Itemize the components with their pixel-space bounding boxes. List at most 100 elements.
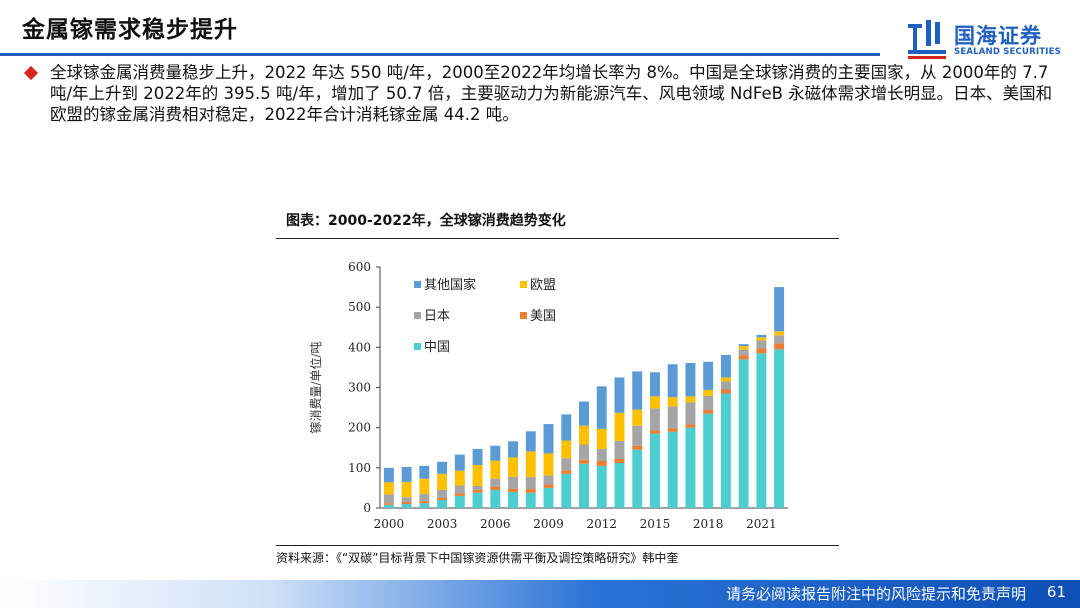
bar-other-2002: [419, 465, 430, 479]
title-divider: [0, 53, 880, 56]
bar-china-2018: [703, 413, 714, 508]
bar-japan-2010: [561, 458, 572, 471]
bar-china-2003: [437, 499, 448, 508]
bar-china-2008: [525, 492, 536, 508]
bar-usa-2012: [596, 461, 607, 466]
bar-eu-2022: [774, 331, 785, 336]
footer-bar: [0, 580, 1080, 608]
logo-english-name: SEALAND SECURITIES: [954, 47, 1061, 57]
bar-japan-2022: [774, 335, 785, 344]
page-number: 61: [1046, 583, 1066, 601]
bar-china-2005: [472, 492, 483, 508]
bar-eu-2008: [525, 451, 536, 478]
bar-japan-2017: [685, 402, 696, 425]
bar-eu-2003: [437, 473, 448, 490]
bar-usa-2006: [490, 486, 501, 490]
x-tick-label: 2003: [427, 517, 458, 531]
bar-china-2006: [490, 489, 501, 508]
chart-caption: 图表：2000-2022年，全球镓消费趋势变化: [286, 213, 566, 229]
legend-label-china: 中国: [424, 340, 450, 355]
bar-other-2001: [401, 467, 412, 482]
bar-china-2012: [596, 465, 607, 508]
bar-china-2016: [667, 431, 678, 508]
bar-eu-2020: [738, 346, 749, 350]
bar-other-2003: [437, 461, 448, 474]
x-tick-label: 2012: [586, 517, 617, 531]
bar-eu-2018: [703, 389, 714, 396]
bar-other-2008: [525, 431, 536, 452]
bar-china-2019: [720, 393, 731, 508]
bar-eu-2002: [419, 478, 430, 494]
bar-eu-2000: [383, 482, 394, 495]
x-tick-label: 2009: [533, 517, 564, 531]
bar-china-2001: [401, 503, 412, 508]
bar-other-2017: [685, 362, 696, 397]
bar-japan-2014: [632, 425, 643, 446]
page-title: 金属镓需求稳步提升: [22, 17, 238, 43]
bar-usa-2011: [579, 459, 589, 464]
bar-japan-2018: [703, 395, 714, 410]
legend-label-eu: 欧盟: [530, 278, 556, 293]
legend-swatch-japan: [414, 312, 421, 319]
bar-usa-2014: [632, 445, 643, 450]
bar-japan-2019: [720, 381, 731, 390]
gallium-consumption-chart: 0 100 200 300 400 500 600 镓消费量/单位/吨 2000 2003 2006…: [308, 260, 788, 531]
bar-usa-2021: [756, 348, 767, 354]
bar-other-2011: [579, 401, 589, 426]
bar-eu-2017: [685, 396, 696, 403]
x-tick-label: 2006: [480, 517, 511, 531]
y-axis-label: 镓消费量/单位/吨: [308, 341, 323, 433]
bar-eu-2014: [632, 409, 643, 426]
summary-bullet: 全球镓金属消费量稳步上升，2022 年达 550 吨/年，2000至2022年均…: [22, 62, 1062, 125]
bar-japan-2008: [525, 477, 536, 490]
bar-other-2004: [454, 454, 465, 471]
bar-eu-2016: [667, 397, 678, 407]
bar-japan-2005: [472, 485, 483, 490]
source-note: 资料来源：《“双碳”目标背景下中国镓资源供需平衡及调控策略研究》韩中奎: [276, 551, 679, 565]
bar-eu-2015: [649, 396, 660, 409]
bar-japan-2015: [649, 408, 660, 431]
bar-usa-2001: [401, 501, 412, 504]
bar-china-2010: [561, 473, 572, 508]
bar-other-2021: [756, 334, 767, 338]
x-tick-label: 2015: [640, 517, 671, 531]
bar-other-2006: [490, 445, 501, 461]
bar-other-2019: [720, 354, 731, 378]
bar-china-2004: [454, 495, 465, 508]
bar-eu-2009: [543, 453, 554, 476]
bar-eu-2007: [508, 457, 519, 477]
y-tick-label: 300: [348, 381, 371, 395]
bar-eu-2019: [720, 377, 731, 382]
bar-eu-2012: [596, 428, 607, 449]
bar-usa-2004: [454, 493, 465, 496]
bar-china-2021: [756, 353, 767, 508]
bar-usa-2013: [614, 458, 625, 464]
bar-usa-2003: [437, 497, 448, 500]
bar-other-2016: [667, 364, 678, 398]
bar-other-2005: [472, 448, 483, 466]
bar-usa-2017: [685, 424, 696, 428]
bar-eu-2005: [472, 465, 483, 486]
bar-usa-2015: [649, 430, 660, 434]
legend-swatch-other: [414, 281, 421, 288]
y-tick-label: 600: [348, 260, 371, 274]
bar-other-2014: [632, 371, 643, 410]
bar-japan-2009: [543, 475, 554, 485]
bar-japan-2013: [614, 440, 625, 459]
bar-china-2014: [632, 449, 643, 508]
bar-other-2007: [508, 441, 519, 458]
bar-usa-2016: [667, 428, 678, 432]
legend-label-japan: 日本: [424, 309, 450, 324]
bar-other-2022: [774, 287, 785, 332]
bar-usa-2020: [738, 355, 749, 360]
bar-japan-2003: [437, 489, 448, 498]
legend-swatch-usa: [520, 312, 527, 319]
summary-text: 全球镓金属消费量稳步上升，2022 年达 550 吨/年，2000至2022年均…: [50, 63, 1053, 124]
bar-usa-2019: [720, 389, 731, 394]
bar-china-2013: [614, 463, 625, 508]
legend-label-usa: 美国: [530, 309, 556, 324]
bar-china-2009: [543, 487, 554, 508]
y-tick-label: 400: [348, 340, 371, 354]
bar-usa-2010: [561, 470, 572, 474]
bar-other-2012: [596, 386, 607, 429]
